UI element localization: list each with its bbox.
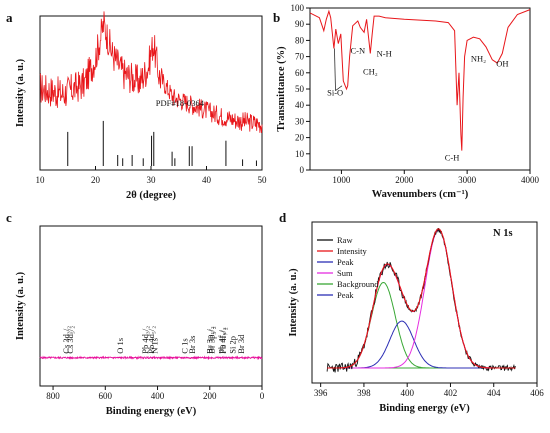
survey-x-tick-label: 200 [203,391,217,401]
ftir-y-tick-label: 20 [295,133,305,143]
legend-entry: Background [337,279,379,289]
survey-x-tick-label: 600 [99,391,113,401]
si-o-pointer [335,85,343,91]
ftir-x-tick-label: 3000 [458,175,477,185]
survey-peak-label: Cs 3d₅/₂ [65,326,75,354]
xrd-y-axis-label: Intensity (a. u.) [15,58,26,127]
survey-peak-label: Br 3p₃/₂ [206,326,216,353]
n1s-x-axis-label: Binding energy (eV) [379,403,470,414]
survey-peak-label: Br 3s [187,336,197,354]
legend-entry: Peak [337,257,354,267]
ftir-x-tick-label: 4000 [521,175,540,185]
ftir-y-tick-label: 0 [300,165,305,175]
survey-peak-label: Pb 4f₅/₂ [217,327,227,354]
ftir-band-label: CH₂ [363,66,378,76]
panel-a-xrd: a 10 20 30 40 50 2θ (degree) Intensity (a. u.) P… [6,10,267,201]
ftir-band-label: Si-O [327,87,343,97]
ftir-x-tick-label: 1000 [332,175,351,185]
ftir-y-tick-label: 80 [295,35,305,45]
ftir-y-tick-label: 40 [295,100,305,110]
panel-d-label: d [279,210,287,225]
ftir-y-tick-label: 10 [295,149,305,159]
n1s-y-axis-label: Intensity (a. u.) [288,268,299,337]
xrd-x-tick-label: 30 [147,175,157,185]
survey-x-tick-label: 0 [260,391,265,401]
xrd-x-tick-label: 10 [36,175,46,185]
ftir-band-label: C-H [445,152,460,162]
n1s-x-tick-label: 396 [314,388,328,398]
n1s-title: N 1s [493,228,513,239]
survey-peak-label: Pb 4d₅/₂ [146,326,156,354]
ftir-band-label: C-N [350,45,365,55]
ftir-x-tick-label: 2000 [395,175,414,185]
survey-peak-label: N 1s [150,338,160,354]
survey-spectrum-line [39,355,263,361]
xrd-x-tick-label: 40 [202,175,212,185]
panel-c-xps-survey: c 800 600 400 200 0 Binding energy (eV) Intensi… [6,210,265,417]
survey-peak-label: Br 3d [236,334,246,354]
xrd-x-tick-label: 20 [91,175,101,185]
legend-entry: Peak [337,290,354,300]
ftir-x-axis-label: Wavenumbers (cm⁻¹) [372,189,469,200]
panel-b-ftir: b 1000 2000 3000 4000 0 10 20 30 40 50 60 70 80 90 100 W… [273,3,540,200]
ftir-y-tick-label: 90 [295,19,305,29]
survey-x-axis-label: Binding energy (eV) [106,406,197,417]
legend-entry: Sum [337,268,353,278]
panel-b-label: b [273,10,280,25]
reference-label: PDF#18-0364 [156,98,205,108]
survey-peak-label: Si 2p [227,336,237,354]
ftir-y-tick-label: 60 [295,68,305,78]
survey-peak-label: O 1s [115,338,125,354]
ftir-band-label: N-H [377,49,392,59]
ftir-y-tick-label: 50 [295,84,305,94]
si-o-pointer [334,48,336,91]
ftir-y-tick-label: 30 [295,116,305,126]
survey-peak-label: Pb 4d₃/₂ [140,326,150,354]
n1s-x-tick-label: 406 [530,388,544,398]
n1s-x-tick-label: 398 [357,388,371,398]
xrd-x-axis-label: 2θ (degree) [126,190,176,201]
panel-a-label: a [6,10,13,25]
survey-x-tick-label: 800 [46,391,60,401]
n1s-x-tick-label: 404 [487,388,501,398]
n1s-plot-frame [311,221,538,384]
survey-x-tick-label: 400 [151,391,165,401]
panel-c-label: c [6,210,12,225]
legend-entry: Intensity [337,246,367,256]
survey-plot-frame [39,225,263,387]
ftir-band-label: NH₂ [471,53,486,63]
survey-peak-label: Cs 3d₃/₂ [61,326,71,354]
n1s-x-tick-label: 402 [444,388,458,398]
intensity-line [327,228,516,369]
xrd-x-tick-label: 50 [258,175,268,185]
survey-peak-label: Pb 4f₇/₂ [218,327,228,354]
ftir-y-axis-label: Transmittance (%) [276,46,287,132]
legend-entry: Raw [337,235,353,245]
survey-y-axis-label: Intensity (a. u.) [15,271,26,340]
xrd-pattern-line [39,11,263,134]
panel-d-xps-n1s: d 396 398 400 402 404 406 Binding energy (eV) In… [279,210,544,414]
survey-peak-label: Br 3p₁/₂ [205,326,215,353]
ftir-band-label: OH [496,58,508,68]
ftir-y-tick-label: 70 [295,52,305,62]
ftir-y-tick-label: 100 [291,3,305,13]
ftir-spectrum-line [309,9,531,151]
n1s-x-tick-label: 400 [400,388,414,398]
survey-peak-label: C 1s [180,338,190,353]
